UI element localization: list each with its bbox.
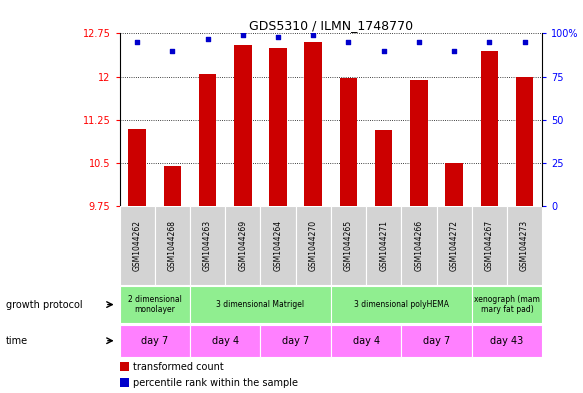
Bar	[445, 163, 463, 206]
Point	[484, 39, 494, 45]
Bar	[261, 325, 331, 357]
Point	[132, 39, 142, 45]
Text: day 7: day 7	[141, 336, 168, 346]
Text: 3 dimensional Matrigel: 3 dimensional Matrigel	[216, 300, 304, 309]
Text: day 4: day 4	[353, 336, 380, 346]
Point	[168, 48, 177, 54]
Text: GSM1044270: GSM1044270	[309, 220, 318, 271]
Text: day 7: day 7	[423, 336, 450, 346]
Bar	[472, 325, 542, 357]
Point	[308, 32, 318, 38]
Text: time: time	[6, 336, 28, 346]
Bar	[340, 78, 357, 206]
Bar	[366, 206, 401, 285]
Bar	[120, 378, 129, 387]
Point	[344, 39, 353, 45]
Bar	[190, 206, 225, 285]
Bar	[410, 79, 428, 206]
Bar	[190, 325, 261, 357]
Bar	[480, 51, 498, 206]
Bar	[472, 206, 507, 285]
Text: GSM1044269: GSM1044269	[238, 220, 247, 271]
Point	[520, 39, 529, 45]
Bar	[164, 166, 181, 206]
Bar	[199, 74, 216, 206]
Point	[449, 48, 459, 54]
Text: GSM1044266: GSM1044266	[415, 220, 423, 271]
Title: GDS5310 / ILMN_1748770: GDS5310 / ILMN_1748770	[249, 19, 413, 32]
Bar	[269, 48, 287, 206]
Bar	[234, 45, 252, 206]
Text: GSM1044268: GSM1044268	[168, 220, 177, 271]
Text: xenograph (mam
mary fat pad): xenograph (mam mary fat pad)	[474, 295, 540, 314]
Bar	[190, 286, 331, 323]
Bar	[120, 206, 154, 285]
Bar	[472, 286, 542, 323]
Bar	[331, 286, 472, 323]
Bar	[507, 206, 542, 285]
Bar	[304, 42, 322, 206]
Text: day 43: day 43	[490, 336, 524, 346]
Text: GSM1044265: GSM1044265	[344, 220, 353, 271]
Text: GSM1044272: GSM1044272	[449, 220, 459, 271]
Bar	[120, 325, 190, 357]
Text: 3 dimensional polyHEMA: 3 dimensional polyHEMA	[354, 300, 449, 309]
Text: GSM1044263: GSM1044263	[203, 220, 212, 271]
Bar	[331, 325, 401, 357]
Bar	[128, 129, 146, 206]
Bar	[375, 130, 392, 206]
Bar	[516, 77, 533, 206]
Text: growth protocol: growth protocol	[6, 299, 82, 310]
Bar	[296, 206, 331, 285]
Text: transformed count: transformed count	[133, 362, 224, 372]
Bar	[401, 206, 437, 285]
Bar	[401, 325, 472, 357]
Bar	[225, 206, 261, 285]
Text: GSM1044273: GSM1044273	[520, 220, 529, 271]
Bar	[154, 206, 190, 285]
Point	[203, 35, 212, 42]
Point	[379, 48, 388, 54]
Point	[415, 39, 424, 45]
Bar	[261, 206, 296, 285]
Text: 2 dimensional
monolayer: 2 dimensional monolayer	[128, 295, 182, 314]
Text: day 7: day 7	[282, 336, 309, 346]
Text: percentile rank within the sample: percentile rank within the sample	[133, 378, 298, 387]
Bar	[120, 286, 190, 323]
Point	[273, 34, 283, 40]
Text: GSM1044264: GSM1044264	[273, 220, 283, 271]
Text: GSM1044271: GSM1044271	[379, 220, 388, 271]
Bar	[120, 362, 129, 371]
Text: GSM1044262: GSM1044262	[132, 220, 142, 271]
Text: GSM1044267: GSM1044267	[485, 220, 494, 271]
Text: day 4: day 4	[212, 336, 239, 346]
Bar	[437, 206, 472, 285]
Bar	[331, 206, 366, 285]
Point	[238, 32, 247, 38]
